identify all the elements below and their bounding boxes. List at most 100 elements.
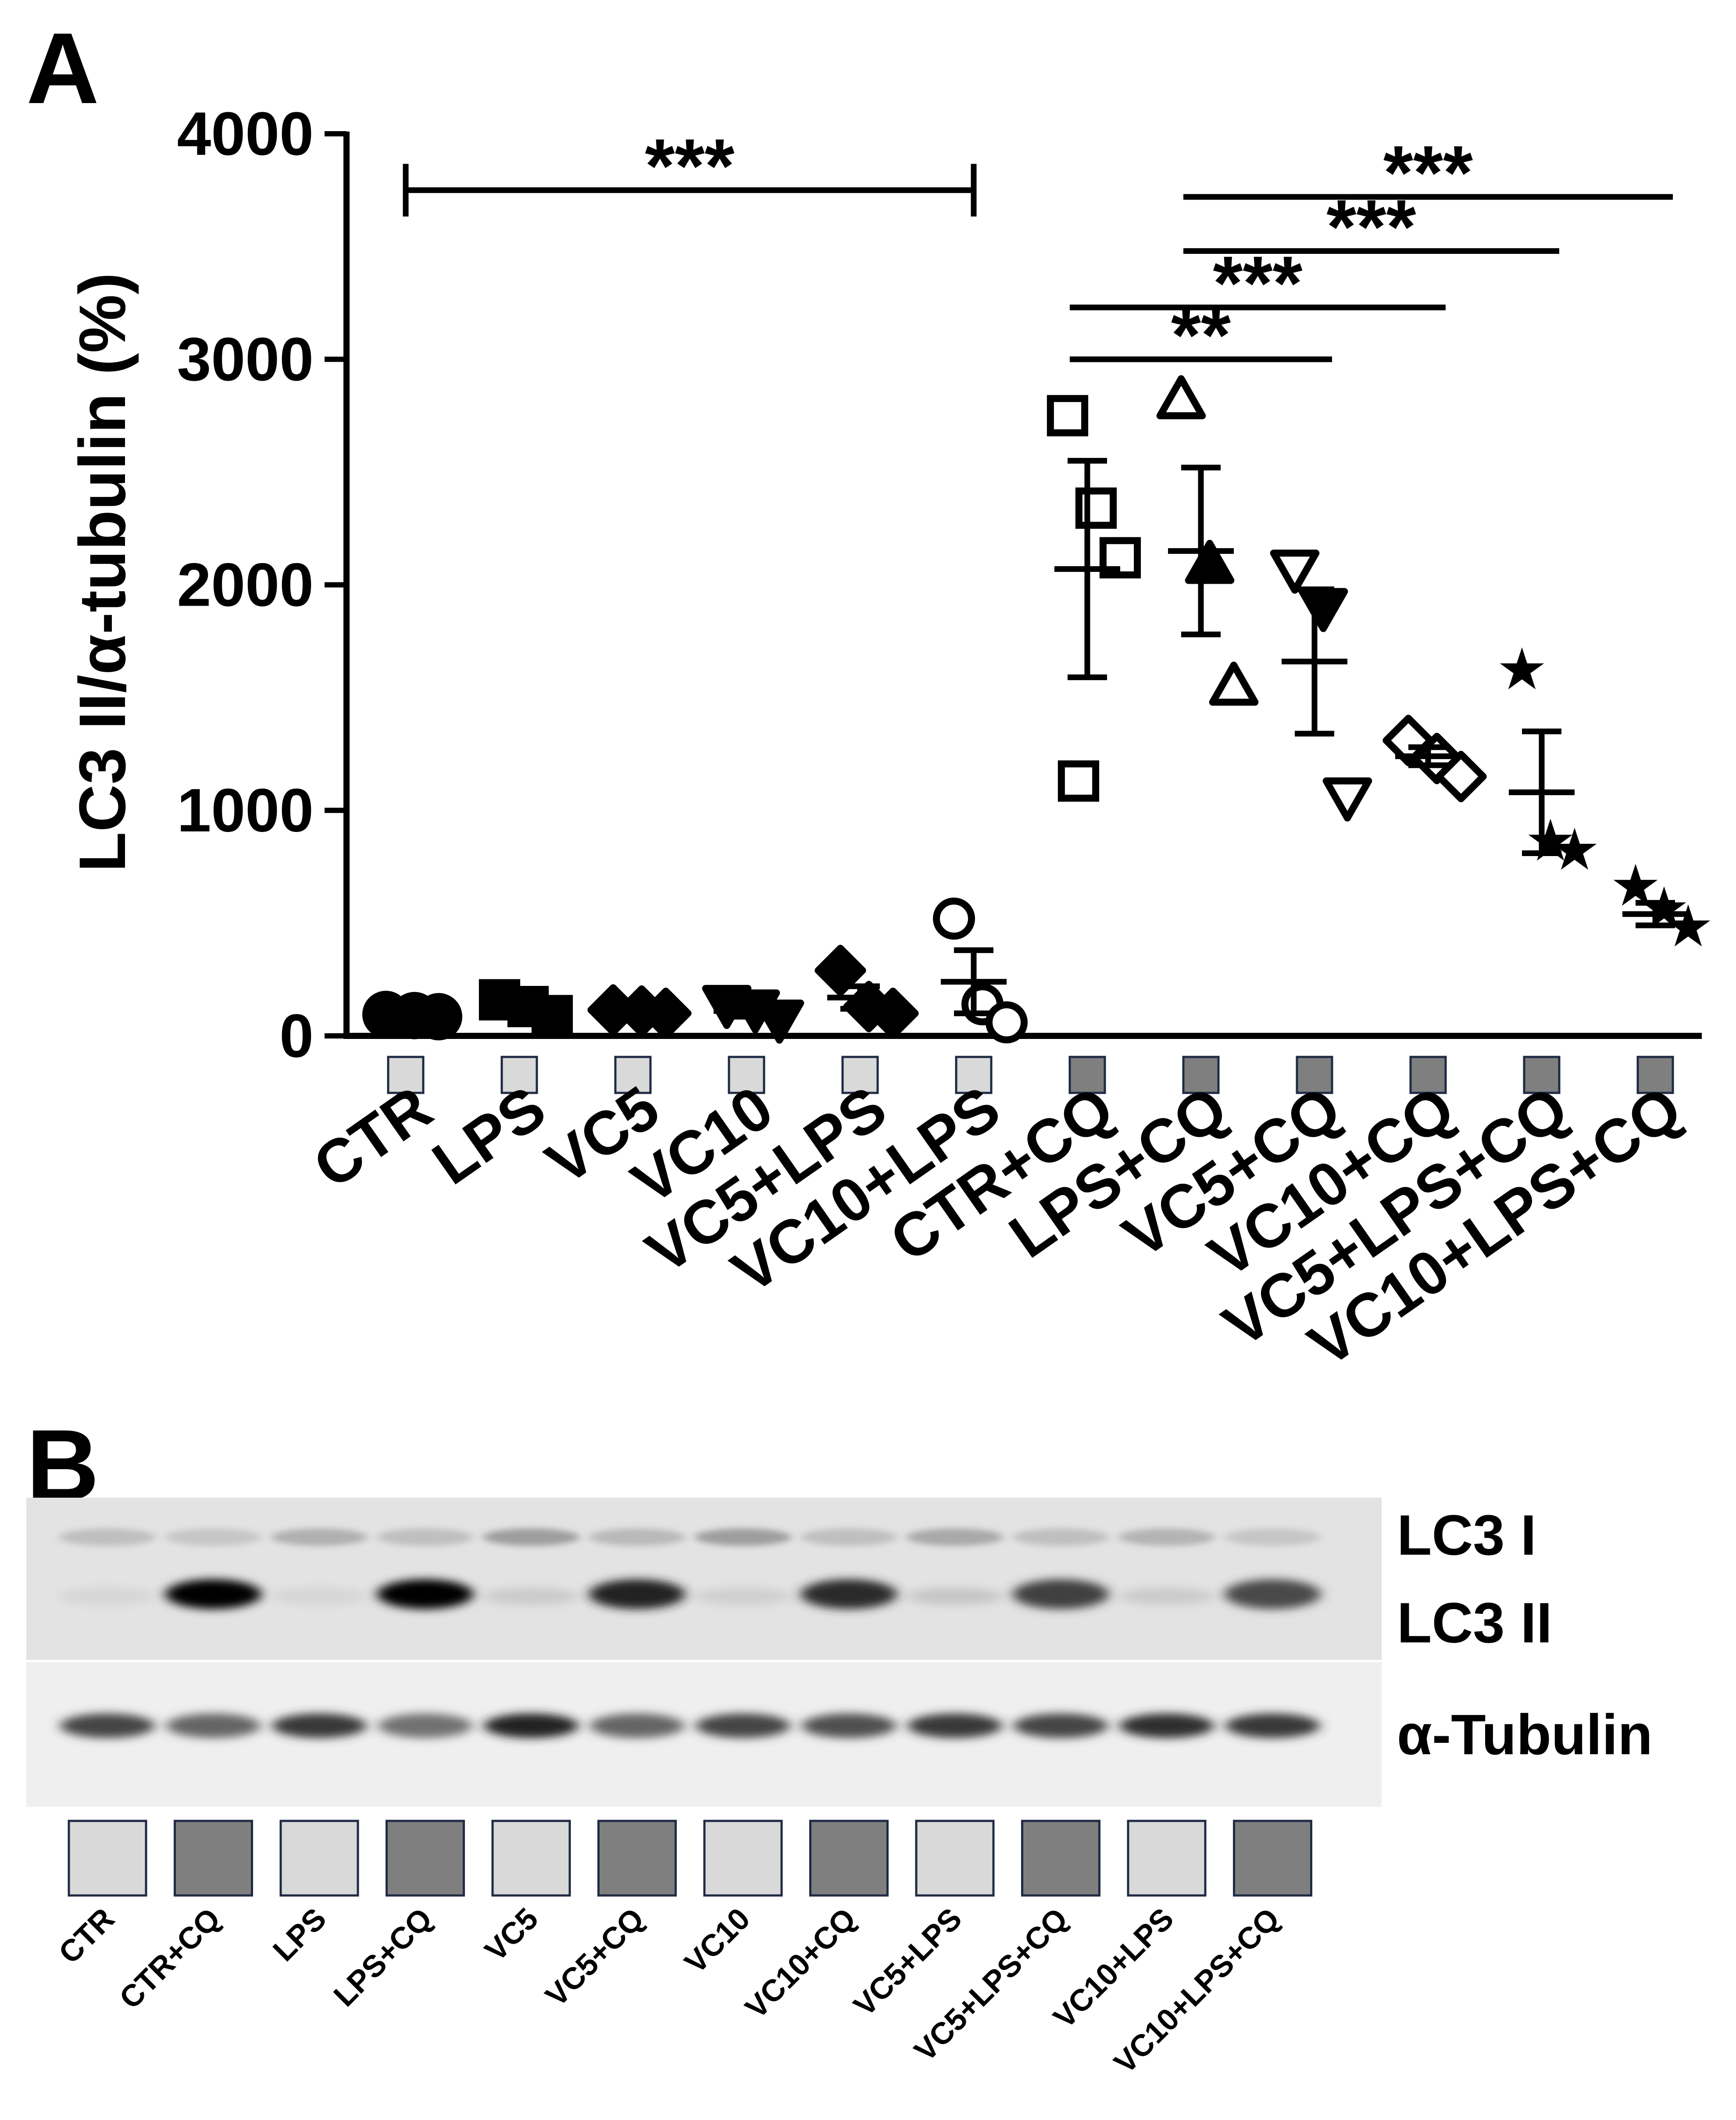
lane-label: VC10+CQ xyxy=(739,1901,862,2025)
band-lc3ii xyxy=(695,1588,791,1605)
data-groups xyxy=(362,375,1711,1044)
lane-box xyxy=(68,1820,147,1897)
band-tubulin xyxy=(1225,1713,1320,1738)
treatment-boxes xyxy=(387,1056,1674,1094)
y-ticks: 0 1000 2000 3000 4000 xyxy=(177,99,346,1070)
data-group xyxy=(1156,375,1259,706)
y-tick-label: 2000 xyxy=(177,550,314,619)
data-group xyxy=(1500,647,1597,870)
panel-a-label: A xyxy=(26,12,99,125)
sig-label: *** xyxy=(1383,130,1473,216)
data-group xyxy=(1613,864,1711,946)
band-lc3i xyxy=(59,1528,156,1546)
band-lc3ii xyxy=(589,1579,686,1609)
band-lc3ii xyxy=(271,1588,368,1605)
y-axis-label: LC3 II/α-tubulin (%) xyxy=(65,273,139,872)
treatment-box xyxy=(1182,1056,1220,1094)
band-lc3i xyxy=(907,1528,1003,1546)
treatment-box xyxy=(500,1056,538,1094)
data-point xyxy=(1613,864,1658,906)
band-tubulin xyxy=(801,1713,897,1738)
data-group xyxy=(587,984,692,1039)
lane-box xyxy=(279,1820,359,1897)
lane-box xyxy=(703,1820,783,1897)
data-group xyxy=(1270,550,1372,822)
band-tubulin xyxy=(589,1713,685,1738)
band-lc3i xyxy=(483,1528,579,1546)
data-point xyxy=(814,945,866,996)
band-lc3i xyxy=(1012,1528,1109,1546)
band-label-lc3i: LC3 I xyxy=(1397,1503,1536,1567)
band-tubulin xyxy=(60,1713,155,1738)
data-point xyxy=(1047,395,1089,436)
band-lc3i xyxy=(377,1528,474,1546)
lane-label: VC10 xyxy=(678,1901,757,1980)
treatment-box xyxy=(1636,1056,1674,1094)
band-tubulin xyxy=(1119,1713,1214,1738)
band-tubulin xyxy=(1013,1713,1108,1738)
sig-label: *** xyxy=(1213,241,1302,326)
band-lc3ii xyxy=(377,1579,474,1609)
lane-box xyxy=(1021,1820,1100,1897)
significance-bars: ************** xyxy=(403,124,1673,378)
band-tubulin xyxy=(907,1713,1002,1738)
lane-label: LPS+CQ xyxy=(327,1901,439,2013)
treatment-box xyxy=(614,1056,652,1094)
band-tubulin xyxy=(272,1713,367,1738)
treatment-box xyxy=(387,1056,425,1094)
data-group xyxy=(933,897,1028,1044)
y-tick-label: 4000 xyxy=(177,99,314,168)
data-point xyxy=(1500,647,1544,689)
band-lc3ii xyxy=(907,1588,1003,1605)
lane-boxes xyxy=(68,1820,1312,1897)
band-lc3i xyxy=(800,1528,897,1546)
band-label-tubulin: α-Tubulin xyxy=(1397,1702,1653,1767)
band-tubulin xyxy=(166,1713,261,1738)
x-tick-labels: CTRLPSVC5VC10VC5+LPSVC10+LPSCTR+CQLPS+CQ… xyxy=(301,1073,1693,1380)
treatment-box xyxy=(1409,1056,1447,1094)
lane-label: CTR xyxy=(52,1901,121,1970)
lane-label: LPS xyxy=(266,1901,332,1967)
band-lc3ii xyxy=(165,1579,262,1609)
lane-box xyxy=(491,1820,571,1897)
data-point xyxy=(1057,760,1100,802)
lane-box xyxy=(915,1820,995,1897)
panel-a: A LC3 II/α-tubulin (%) 0 1000 2000 3000 4000… xyxy=(26,12,1711,1380)
lane-box xyxy=(1127,1820,1207,1897)
lane-box xyxy=(174,1820,253,1897)
treatment-box xyxy=(955,1056,993,1094)
lane-label: VC5 xyxy=(478,1901,544,1967)
band-lc3ii xyxy=(59,1588,156,1605)
treatment-box xyxy=(1296,1056,1333,1094)
band-lc3i xyxy=(1118,1528,1215,1546)
data-point xyxy=(1322,777,1372,822)
data-point xyxy=(1435,751,1487,803)
band-tubulin xyxy=(378,1713,473,1738)
band-lc3i xyxy=(165,1528,262,1546)
data-point xyxy=(1156,375,1206,420)
blot-bands xyxy=(59,1528,1321,1738)
band-label-lc3ii: LC3 II xyxy=(1397,1591,1552,1655)
data-group xyxy=(362,991,462,1041)
data-group xyxy=(814,945,919,1039)
axes xyxy=(343,132,1702,1039)
y-tick-label: 0 xyxy=(279,1001,314,1070)
data-group xyxy=(702,985,804,1044)
y-tick-label: 1000 xyxy=(177,776,314,845)
sig-label: *** xyxy=(645,124,734,209)
data-point xyxy=(1075,487,1117,529)
data-point xyxy=(986,1001,1028,1044)
lane-label: CTR+CQ xyxy=(113,1901,227,2015)
band-lc3i xyxy=(1224,1528,1321,1546)
band-tubulin xyxy=(696,1713,790,1738)
y-tick-label: 3000 xyxy=(177,325,314,393)
band-lc3i xyxy=(589,1528,686,1546)
lane-box xyxy=(1233,1820,1312,1897)
data-point xyxy=(867,987,919,1039)
band-tubulin xyxy=(484,1713,579,1738)
data-point xyxy=(1298,588,1348,632)
band-lc3i xyxy=(271,1528,368,1546)
